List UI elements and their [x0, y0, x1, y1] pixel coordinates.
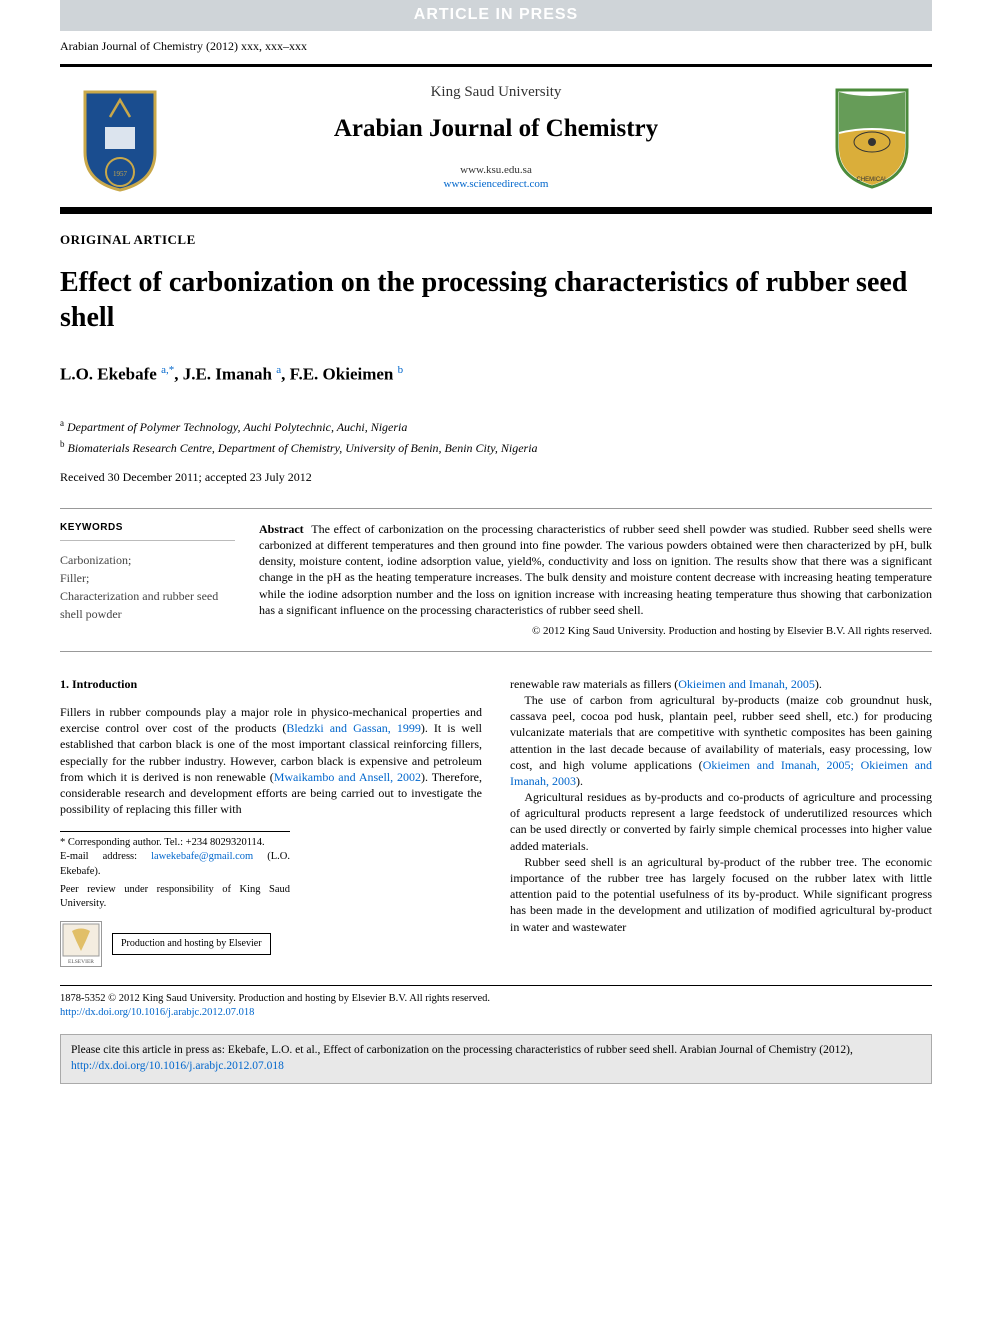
- abstract-text: Abstract The effect of carbonization on …: [259, 522, 932, 617]
- article-title: Effect of carbonization on the processin…: [60, 265, 932, 335]
- intro-para-4: Agricultural residues as by-products and…: [510, 789, 932, 854]
- keywords-abstract-block: KEYWORDS Carbonization;Filler;Characteri…: [60, 508, 932, 652]
- citation-box: Please cite this article in press as: Ek…: [60, 1034, 932, 1083]
- production-hosting: ELSEVIER Production and hosting by Elsev…: [60, 921, 290, 967]
- production-hosting-label: Production and hosting by Elsevier: [112, 933, 271, 955]
- svg-text:CHEMICAL: CHEMICAL: [856, 177, 888, 183]
- article-in-press-banner: ARTICLE IN PRESS: [60, 0, 932, 31]
- article-type: ORIGINAL ARTICLE: [60, 232, 932, 249]
- body-columns: 1. Introduction Fillers in rubber compou…: [60, 676, 932, 967]
- citation-link[interactable]: Mwaikambo and Ansell, 2002: [274, 770, 421, 784]
- url-ksu[interactable]: www.ksu.edu.sa: [460, 164, 532, 176]
- doi-link[interactable]: http://dx.doi.org/10.1016/j.arabjc.2012.…: [60, 1007, 254, 1018]
- email-link[interactable]: lawekebafe@gmail.com: [151, 851, 253, 862]
- society-logo: CHEMICAL: [827, 82, 917, 192]
- keywords-heading: KEYWORDS: [60, 521, 235, 541]
- footer-rule: [60, 985, 932, 986]
- affiliation-b: b Biomaterials Research Centre, Departme…: [60, 439, 932, 457]
- article-dates: Received 30 December 2011; accepted 23 J…: [60, 470, 932, 486]
- journal-urls: www.ksu.edu.sa www.sciencedirect.com: [165, 163, 827, 192]
- intro-para-1: Fillers in rubber compounds play a major…: [60, 704, 482, 817]
- corr-email: E-mail address: lawekebafe@gmail.com (L.…: [60, 850, 290, 878]
- corresponding-author-footnote: * Corresponding author. Tel.: +234 80293…: [60, 831, 290, 967]
- peer-review-note: Peer review under responsibility of King…: [60, 883, 290, 911]
- svg-text:ELSEVIER: ELSEVIER: [68, 959, 94, 965]
- authors: L.O. Ekebafe a,*, J.E. Imanah a, F.E. Ok…: [60, 363, 932, 386]
- header-rule-bottom: [60, 207, 932, 214]
- journal-name: Arabian Journal of Chemistry: [165, 113, 827, 146]
- intro-para-2: renewable raw materials as fillers (Okie…: [510, 676, 932, 692]
- intro-para-3: The use of carbon from agricultural by-p…: [510, 692, 932, 789]
- intro-para-5: Rubber seed shell is an agricultural by-…: [510, 854, 932, 935]
- abstract-copyright: © 2012 King Saud University. Production …: [259, 624, 932, 639]
- section-heading-intro: 1. Introduction: [60, 676, 482, 692]
- doi-link-citebox[interactable]: http://dx.doi.org/10.1016/j.arabjc.2012.…: [71, 1060, 284, 1072]
- citation-link[interactable]: Bledzki and Gassan, 1999: [286, 721, 420, 735]
- corr-author: * Corresponding author. Tel.: +234 80293…: [60, 836, 290, 850]
- journal-reference: Arabian Journal of Chemistry (2012) xxx,…: [0, 39, 992, 65]
- university-logo: 1957: [75, 82, 165, 192]
- keywords-list: Carbonization;Filler;Characterization an…: [60, 551, 235, 623]
- citation-link[interactable]: Okieimen and Imanah, 2005: [678, 677, 815, 691]
- url-sciencedirect[interactable]: www.sciencedirect.com: [444, 178, 549, 190]
- svg-text:1957: 1957: [113, 170, 128, 178]
- affiliation-a: a Department of Polymer Technology, Auch…: [60, 418, 932, 436]
- footer-copyright: 1878-5352 © 2012 King Saud University. P…: [0, 992, 992, 1020]
- elsevier-logo-icon: ELSEVIER: [60, 921, 102, 967]
- journal-header: 1957 King Saud University Arabian Journa…: [0, 67, 992, 207]
- university-name: King Saud University: [165, 83, 827, 103]
